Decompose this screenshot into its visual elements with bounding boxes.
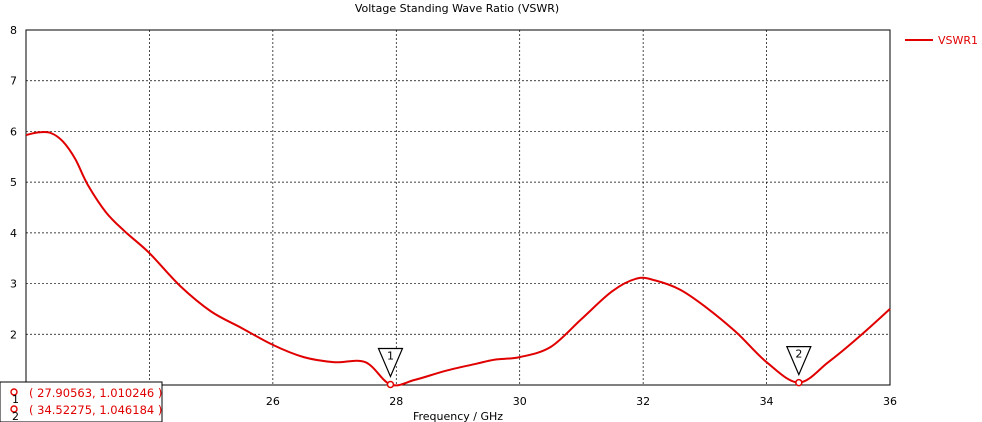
x-tick-label-34: 34 [760, 395, 774, 408]
readout-id-2: 2 [12, 410, 19, 422]
readout-row-1: 1 ( 27.90563, 1.010246 ) [10, 386, 162, 406]
x-tick-label-28: 28 [389, 395, 403, 408]
marker-flag-2 [785, 346, 812, 377]
x-tick-label-32: 32 [636, 395, 650, 408]
y-tick-label-7: 7 [10, 75, 17, 88]
chart-title: Voltage Standing Wave Ratio (VSWR) [355, 2, 559, 15]
readout-id-1: 1 [12, 393, 19, 406]
readout-marker-icon-2 [10, 405, 18, 413]
x-axis-label: Frequency / GHz [413, 410, 503, 422]
y-tick-label-6: 6 [10, 125, 17, 138]
y-tick-label-2: 2 [10, 328, 17, 341]
marker-label-2: 2 [795, 348, 802, 361]
y-tick-label-5: 5 [10, 176, 17, 189]
y-tick-label-3: 3 [10, 278, 17, 291]
readout-box-border [0, 381, 163, 422]
marker-readout-table: 1 ( 27.90563, 1.010246 ) 2 ( 34.52275, 1… [0, 381, 163, 422]
x-tick-label-36: 36 [883, 395, 897, 408]
series-layer [25, 130, 891, 387]
marker-1: 1 [377, 347, 404, 389]
legend: VSWR1 [905, 34, 978, 47]
plot-frame [25, 29, 891, 386]
x-tick-label-26: 26 [266, 395, 280, 408]
grid [26, 30, 890, 385]
readout-values-2: ( 34.52275, 1.046184 ) [29, 403, 162, 417]
x-tick-label-30: 30 [513, 395, 527, 408]
series-line-vswr1 [25, 130, 891, 387]
readout-row-2: 2 ( 34.52275, 1.046184 ) [10, 403, 162, 422]
y-tick-label-4: 4 [10, 227, 17, 240]
marker-point-1 [386, 380, 395, 389]
marker-2: 2 [785, 346, 812, 387]
y-tick-label-8: 8 [10, 24, 17, 37]
readout-marker-icon-1 [10, 388, 18, 396]
marker-flag-1 [377, 347, 404, 379]
legend-label-vswr1: VSWR1 [938, 34, 978, 47]
marker-point-2 [795, 378, 803, 387]
marker-label-1: 1 [387, 349, 394, 362]
readout-values-1: ( 27.90563, 1.010246 ) [29, 386, 162, 400]
